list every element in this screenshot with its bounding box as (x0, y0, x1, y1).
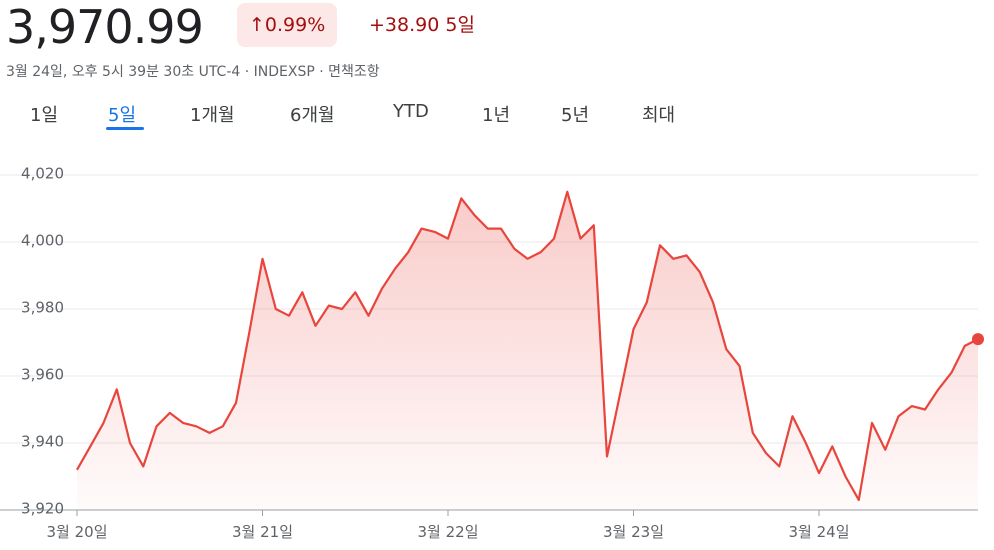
price-line (76, 190, 979, 501)
change-abs-value: +38.90 (369, 14, 440, 36)
x-tick-label: 3월 24일 (789, 523, 850, 541)
x-tick-label: 3월 23일 (603, 523, 664, 541)
tab[interactable]: 1일 (30, 105, 59, 126)
up-arrow: ↑ (249, 14, 265, 36)
tab[interactable]: 1개월 (190, 105, 235, 126)
tab[interactable]: 최대 (642, 105, 676, 126)
y-tick-label: 3,920 (21, 500, 64, 518)
tab-underline (106, 127, 144, 130)
subtitle: 3월 24일, 오후 5시 39분 30초 UTC-4 · INDEXSP · … (6, 64, 380, 80)
price: 3,970.99 (6, 0, 204, 54)
tab[interactable]: 6개월 (290, 105, 335, 126)
change-period: 5일 (445, 14, 475, 36)
tab[interactable]: 5일 (108, 105, 137, 126)
x-tick-label: 3월 21일 (232, 523, 293, 541)
change-percent-value: 0.99% (264, 14, 326, 36)
change-percent: ↑0.99% (237, 3, 338, 47)
y-tick-label: 4,020 (21, 165, 64, 183)
y-tick-label: 3,940 (21, 433, 64, 451)
tab[interactable]: 1년 (482, 105, 511, 126)
x-tick-label: 3월 22일 (418, 523, 479, 541)
last-point (972, 333, 984, 346)
y-tick-label: 3,980 (21, 299, 64, 317)
x-tick-label: 3월 20일 (47, 523, 108, 541)
tab[interactable]: YTD (393, 101, 429, 122)
y-tick-label: 3,960 (21, 366, 64, 384)
tab[interactable]: 5년 (561, 105, 590, 126)
area-fill (77, 191, 978, 511)
change-abs: +38.90 5일 (369, 10, 475, 37)
y-tick-label: 4,000 (21, 232, 64, 250)
